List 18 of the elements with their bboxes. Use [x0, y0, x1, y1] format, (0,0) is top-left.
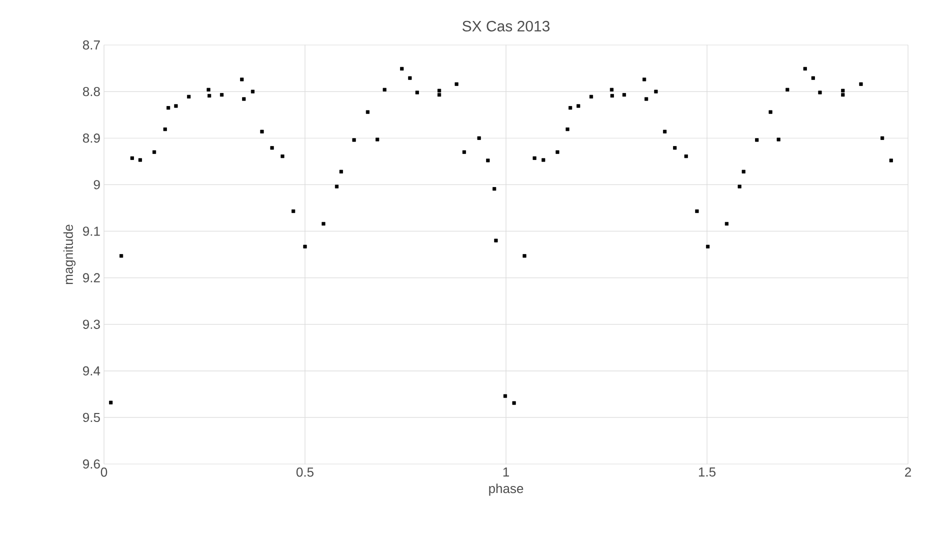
chart-title: SX Cas 2013: [462, 20, 550, 32]
y-tick-label: 9.4: [83, 366, 100, 376]
x-tick-label: 1: [503, 468, 509, 476]
y-tick-label: 9.3: [83, 320, 100, 329]
x-tick-label: 2: [905, 468, 911, 477]
x-tick-label: 0.5: [296, 468, 314, 477]
y-tick-label: 8.9: [82, 134, 100, 143]
x-tick-label: 1.5: [698, 468, 716, 477]
y-tick-label: 8.8: [82, 86, 100, 96]
y-tick-label: 9: [94, 180, 100, 190]
y-tick-label: 9.6: [83, 459, 100, 469]
x-axis-title: phase: [489, 484, 524, 496]
y-tick-label: 9.1: [83, 226, 100, 236]
y-tick-label: 8.7: [82, 40, 100, 50]
x-tick-label: 0: [100, 468, 108, 477]
y-axis-title: magnitude: [63, 224, 76, 284]
y-tick-label: 9.2: [83, 273, 100, 282]
y-tick-label: 9.5: [83, 412, 100, 422]
